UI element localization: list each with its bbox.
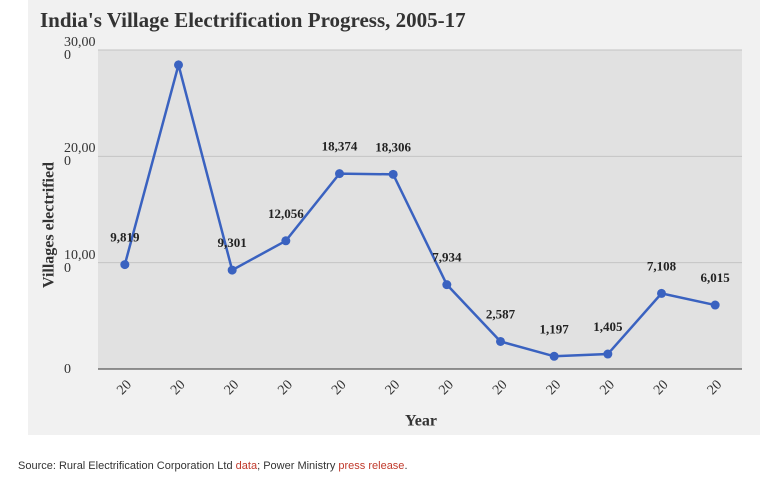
source-text: ; Power Ministry	[257, 460, 339, 472]
data-label: 9,301	[218, 235, 247, 250]
data-label: 2,587	[486, 306, 516, 321]
line	[123, 60, 716, 358]
y-tick-label: 20,000	[64, 141, 96, 170]
point	[120, 260, 130, 270]
x-axis-label: Year	[405, 413, 437, 430]
source-note: Source: Rural Electrification Corporatio…	[18, 460, 408, 472]
point	[388, 169, 398, 179]
point	[442, 280, 452, 290]
source-text: Source: Rural Electrification Corporatio…	[18, 460, 236, 472]
y-tick-label: 10,000	[64, 247, 96, 276]
data-label: 7,108	[647, 258, 677, 273]
source-text: .	[404, 460, 408, 472]
y-tick-label: 0	[64, 362, 71, 377]
source-link[interactable]: data	[235, 460, 258, 472]
data-label: 1,405	[593, 319, 623, 334]
data-label: 6,015	[701, 270, 731, 285]
point	[174, 60, 183, 70]
plot-area	[98, 50, 742, 369]
point	[496, 336, 505, 346]
data-label: 9,819	[110, 230, 140, 245]
source-link[interactable]: press release	[338, 460, 405, 472]
chart-title: India's Village Electrification Progress…	[40, 8, 466, 32]
point	[549, 351, 559, 361]
point	[657, 288, 666, 298]
data-label: 1,197	[540, 321, 570, 336]
point	[281, 236, 291, 246]
y-axis-label: Villages electrified	[41, 162, 58, 288]
data-label: 18,306	[375, 139, 411, 154]
data-label: 7,934	[432, 250, 462, 265]
point	[603, 349, 613, 359]
y-tick-label: 30,000	[64, 35, 96, 63]
point	[710, 300, 720, 310]
point	[227, 265, 237, 275]
data-label: 12,056	[268, 206, 304, 221]
point	[335, 169, 344, 179]
data-label: 18,374	[322, 139, 358, 154]
